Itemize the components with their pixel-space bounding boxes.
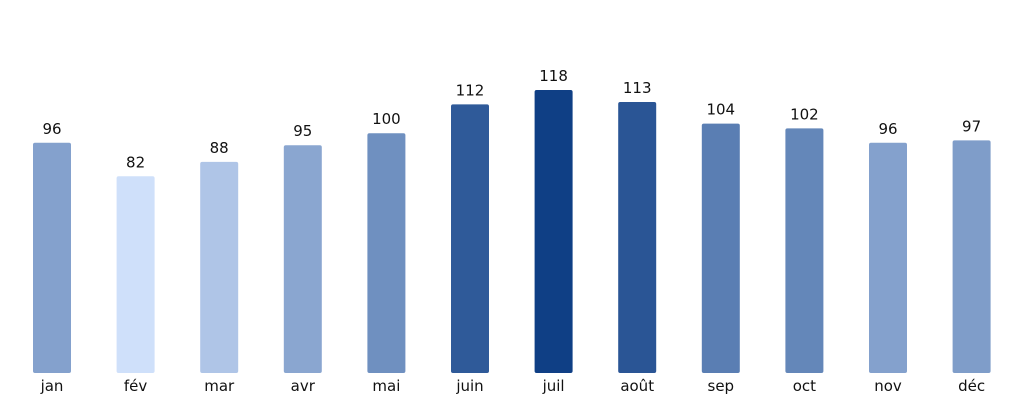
bar-juil <box>534 90 573 373</box>
data-label-fev: 82 <box>126 153 145 171</box>
data-label-aout: 113 <box>623 79 652 97</box>
tick-label-nov: nov <box>874 377 902 395</box>
data-labels-layer: 96 82 88 95 100 112 118 113 104 102 96 97 <box>42 67 981 171</box>
bar-juin <box>451 104 489 374</box>
tick-label-oct: oct <box>793 377 816 395</box>
bar-sep <box>701 123 740 373</box>
bar-nov <box>869 142 907 373</box>
bar-jan <box>33 142 71 373</box>
bar-oct <box>785 128 824 373</box>
tick-label-fev: fév <box>124 377 148 395</box>
bar-mar <box>200 161 239 373</box>
data-label-mai: 100 <box>372 110 401 128</box>
tick-label-juil: juil <box>542 377 565 395</box>
x-axis-tick-labels: jan fév mar avr mai juin juil août sep oct nov déc <box>40 377 986 395</box>
data-label-oct: 102 <box>790 105 819 123</box>
tick-label-jan: jan <box>40 377 64 395</box>
data-label-juin: 112 <box>456 81 485 99</box>
tick-label-juin: juin <box>455 377 483 395</box>
bar-dec <box>952 140 991 373</box>
bar-fev <box>116 176 155 373</box>
tick-label-mai: mai <box>372 377 400 395</box>
tick-label-dec: déc <box>958 377 985 395</box>
bar-mai <box>367 133 406 373</box>
bar-avr <box>283 145 322 373</box>
bars-layer <box>33 90 991 374</box>
tick-label-sep: sep <box>708 377 735 395</box>
data-label-jan: 96 <box>42 120 61 138</box>
data-label-dec: 97 <box>962 117 981 135</box>
data-label-avr: 95 <box>293 122 312 140</box>
bar-aout <box>618 102 657 373</box>
tick-label-mar: mar <box>204 377 235 395</box>
data-label-nov: 96 <box>878 120 897 138</box>
tick-label-avr: avr <box>291 377 316 395</box>
tick-label-aout: août <box>620 377 654 395</box>
data-label-sep: 104 <box>706 101 735 119</box>
data-label-juil: 118 <box>539 67 568 85</box>
data-label-mar: 88 <box>210 139 229 157</box>
